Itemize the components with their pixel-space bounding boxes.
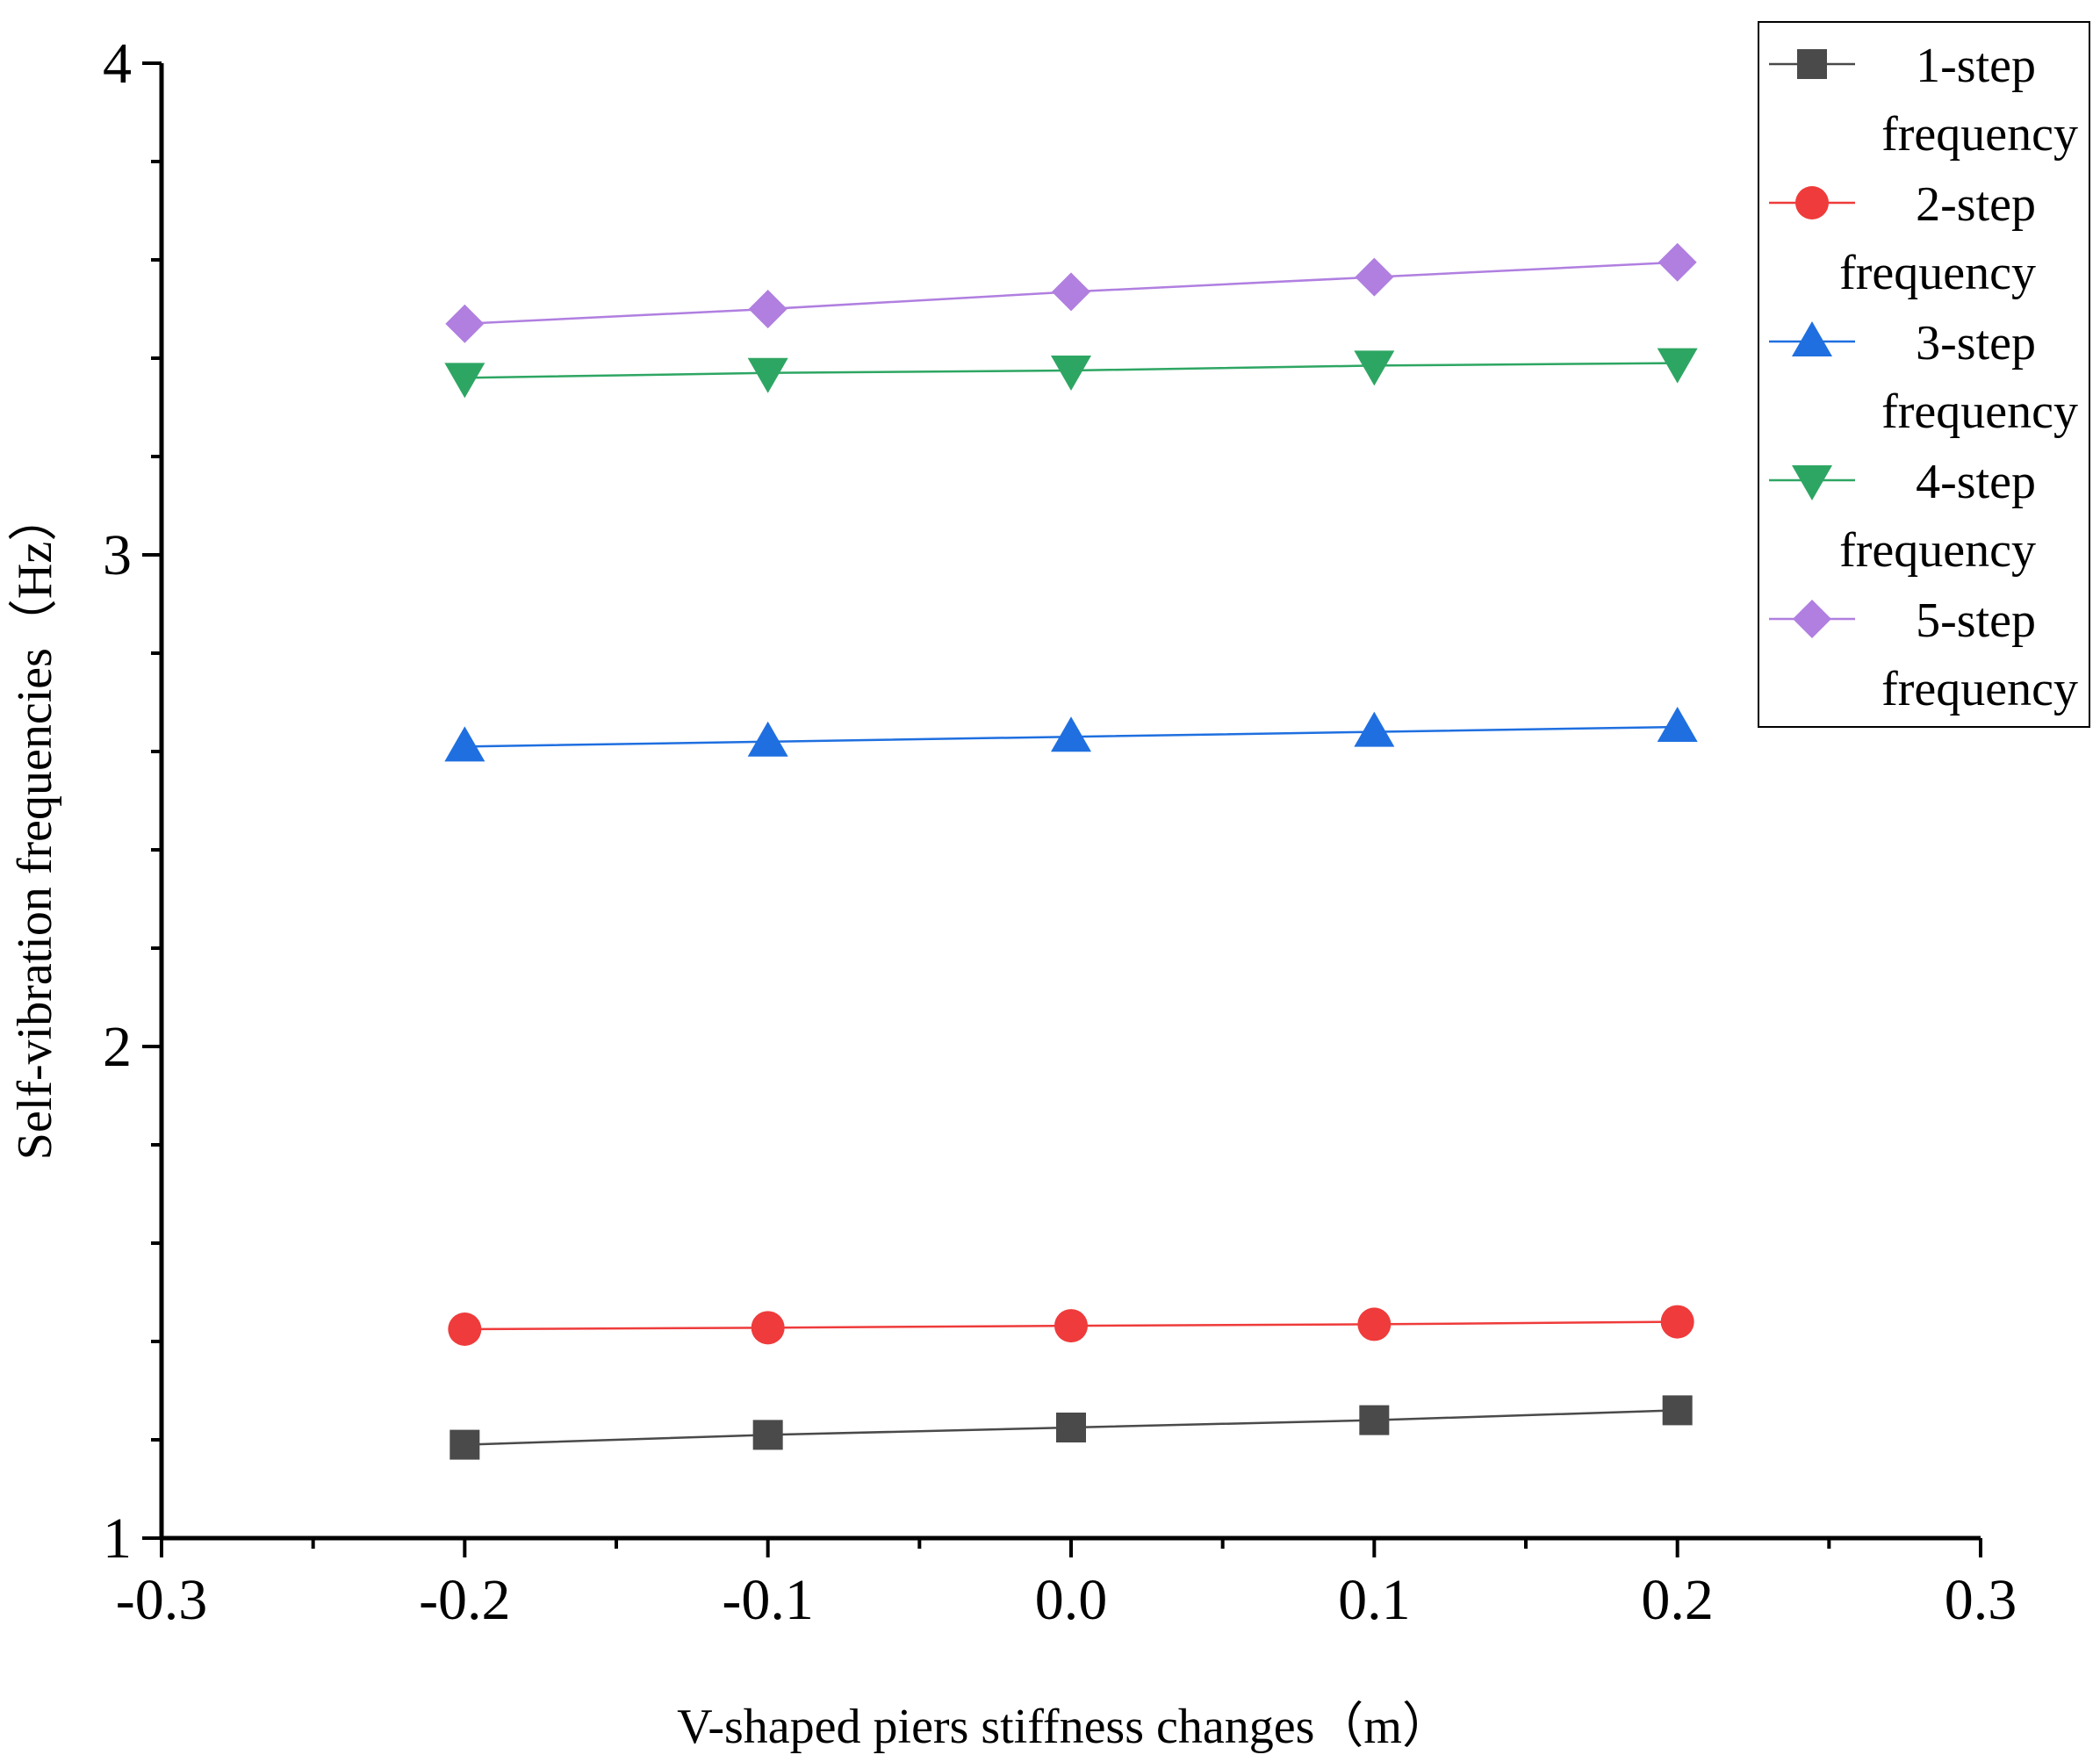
legend-item: 4-step frequency [1769, 455, 2036, 578]
x-tick-label: 0.1 [1338, 1568, 1411, 1632]
series-2 [448, 1305, 1694, 1346]
y-axis-title: Self-vibration frequencies（Hz） [8, 493, 62, 1160]
data-point [1657, 707, 1698, 742]
data-point [1357, 1307, 1392, 1341]
legend: 1-step frequency 2-step frequency 3-step freq… [1758, 21, 2090, 728]
data-point [1054, 1309, 1088, 1343]
legend-marker [1792, 465, 1832, 500]
legend-label-line1: 2-step [1916, 177, 2036, 232]
legend-label-line2: frequency [1881, 662, 2078, 716]
data-point [1662, 1395, 1693, 1426]
legend-label-line1: 3-step [1916, 316, 2036, 370]
legend-label-line1: 4-step [1916, 455, 2036, 509]
legend-item: 1-step frequency [1769, 39, 2078, 162]
x-tick-label: 0.0 [1035, 1568, 1108, 1632]
y-tick-label: 1 [103, 1507, 132, 1571]
legend-label-line2: frequency [1839, 523, 2036, 578]
data-point [444, 726, 485, 762]
data-point [445, 304, 485, 343]
x-tick-label: -0.1 [722, 1568, 813, 1632]
series-4 [444, 348, 1698, 399]
y-axis-ticks: 1 2 3 4 [103, 32, 162, 1571]
data-point [1056, 1413, 1086, 1442]
data-point [747, 721, 788, 757]
legend-label-line2: frequency [1881, 385, 2078, 439]
x-axis-title: V-shaped piers stiffness changes（m） [677, 1700, 1451, 1754]
legend-item: 3-step frequency [1769, 316, 2078, 439]
legend-label-line2: frequency [1839, 246, 2036, 300]
data-point [752, 1420, 783, 1450]
x-tick-label: -0.3 [116, 1568, 207, 1632]
legend-marker [1792, 321, 1832, 356]
series-5 [445, 242, 1697, 343]
data-point [1658, 242, 1697, 282]
data-point [747, 357, 788, 393]
data-point [449, 1429, 480, 1460]
x-tick-label: 0.2 [1641, 1568, 1714, 1632]
data-point [1051, 716, 1091, 752]
legend-label-line1: 5-step [1916, 593, 2036, 648]
legend-marker [1793, 600, 1831, 638]
series-1 [449, 1395, 1693, 1460]
x-axis-ticks: -0.3 -0.2 -0.1 0.0 0.1 0.2 0.3 [116, 1538, 2017, 1632]
data-point [1660, 1305, 1694, 1339]
data-point [751, 1311, 785, 1345]
legend-item: 5-step frequency [1769, 593, 2078, 716]
data-point [448, 1313, 482, 1346]
legend-label-line2: frequency [1881, 107, 2078, 162]
data-point [1657, 348, 1698, 384]
series-3 [444, 707, 1698, 762]
x-tick-label: 0.3 [1945, 1568, 2017, 1632]
legend-label-line1: 1-step [1916, 39, 2036, 93]
data-point [1354, 711, 1395, 747]
data-point [444, 363, 485, 399]
series-layer [444, 242, 1698, 1460]
y-tick-label: 4 [103, 32, 132, 96]
legend-item: 2-step frequency [1769, 177, 2036, 300]
y-tick-label: 3 [103, 523, 132, 587]
data-point [748, 290, 788, 328]
data-point [1354, 350, 1395, 386]
data-point [1052, 272, 1090, 312]
y-tick-label: 2 [103, 1015, 132, 1079]
data-point [1355, 257, 1394, 297]
x-tick-label: -0.2 [419, 1568, 510, 1632]
legend-marker [1795, 186, 1829, 219]
data-point [1051, 356, 1091, 391]
legend-marker [1797, 49, 1827, 79]
data-point [1359, 1405, 1390, 1435]
